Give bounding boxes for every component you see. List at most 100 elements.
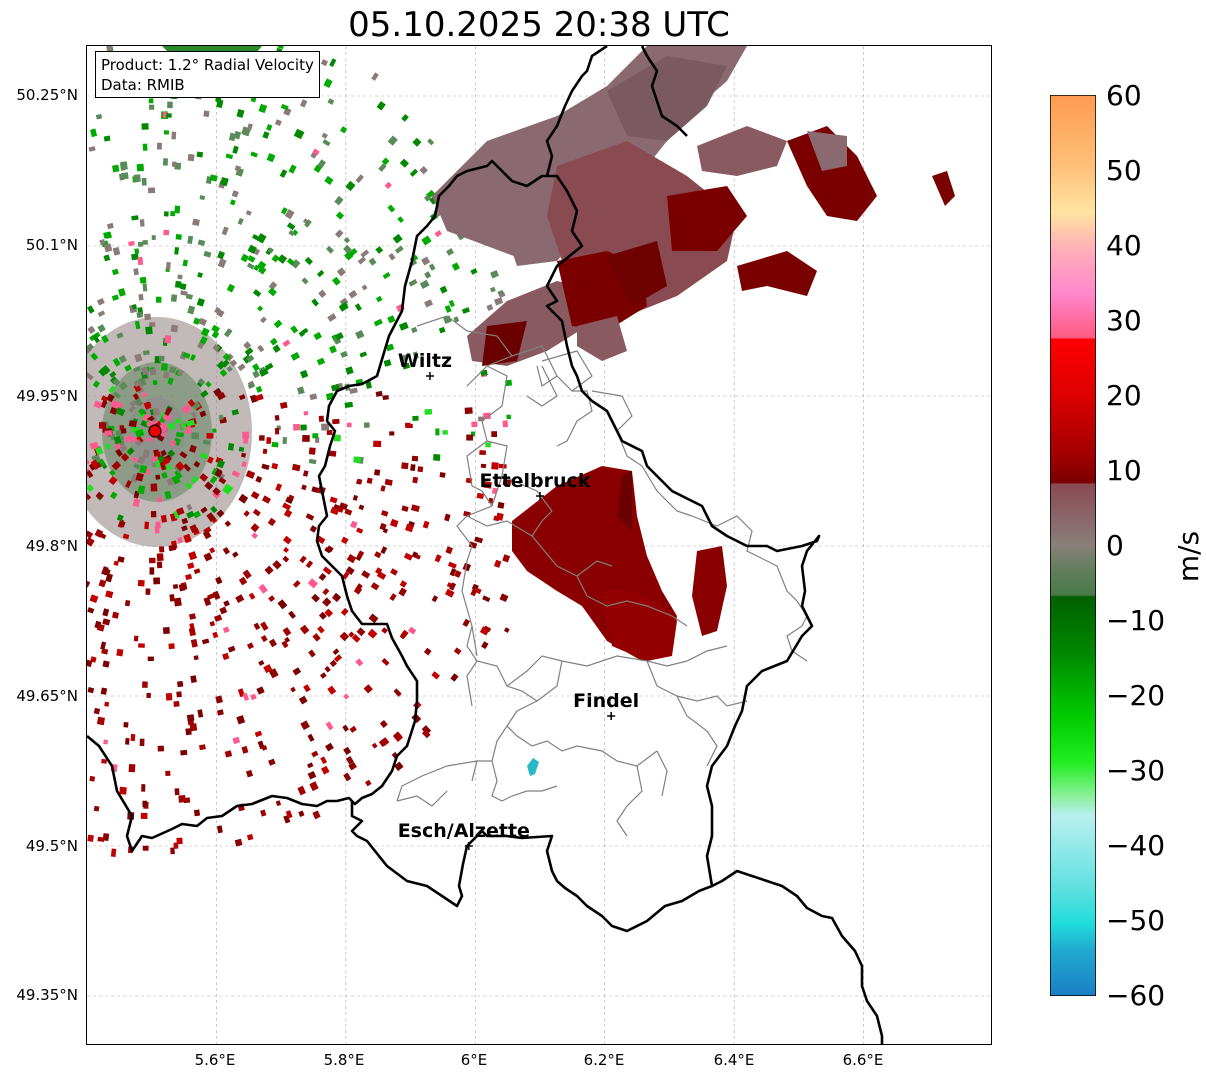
echo-pixel [102,618,111,626]
echo-pixel [213,614,223,622]
echo-pixel [179,451,188,459]
city-marker[interactable]: Ettelbruck [480,470,591,500]
echo-pixel [200,506,208,514]
lat-tick-label: 49.8°N [25,537,78,555]
echo-pixel [250,491,260,500]
echo-pixel [200,327,210,337]
echo-pixel [368,257,377,266]
lon-tick-label: 6°E [460,1051,488,1069]
echo-pixel [222,652,230,661]
echo-pixel [375,246,384,254]
echo-pixel [140,420,149,428]
city-marker[interactable]: Wiltz [398,350,452,380]
echo-pixel [87,459,90,466]
echo-pixel [256,260,267,271]
echo-pixel [133,635,139,642]
echo-pixel [410,464,416,472]
echo-pixel [119,444,128,453]
echo-pixel [324,608,334,618]
echo-pixel [427,138,435,146]
echo-pixel [419,279,430,289]
echo-pixel [462,562,472,572]
lon-tick-label: 5.8°E [323,1051,365,1069]
echo-pixel [340,536,349,545]
echo-pixel [175,234,182,240]
echo-pixel [132,393,140,400]
city-label: Esch/Alzette [398,820,530,842]
echo-pixel [470,268,478,275]
echo-pixel [345,366,354,375]
echo-pixel [142,449,150,459]
echo-pixel [243,128,251,137]
echo-pixel [193,809,201,817]
echo-pixel [342,724,349,732]
echo-pixel [320,59,329,67]
echo-pixel [445,546,453,555]
echo-pixel [227,443,235,451]
echo-pixel [197,239,206,246]
echo-pixel [384,181,392,190]
echo-pixel [312,633,321,642]
echo-pixel [245,210,252,216]
echo-pixel [392,233,403,244]
echo-pixel [343,693,350,700]
echo-pixel [381,627,388,634]
colorbar-tick-label: 40 [1106,229,1142,262]
echo-pixel [185,293,194,300]
echo-pixel [137,241,144,247]
echo-pixel [203,596,212,607]
radar-site-marker[interactable] [148,424,162,438]
echo-pixel [298,810,305,817]
echo-pixel [216,509,225,518]
echo-pixel [130,436,138,444]
radar-map[interactable]: Wiltz Ettelbruck Findel Esch/Alzette [86,45,992,1045]
echo-pixel [494,297,504,306]
echo-pixel [134,428,145,438]
echo-pixel [160,514,167,523]
echo-pixel [433,454,441,461]
echo-pixel [255,475,263,483]
echo-pixel [317,625,325,634]
echo-pixel [222,547,230,555]
map-canvas[interactable]: Wiltz Ettelbruck Findel Esch/Alzette [87,46,992,1045]
echo-pixel [183,797,191,804]
echo-pixel [176,507,185,516]
echo-pixel [401,114,409,122]
echo-pixel [128,405,136,413]
echo-pixel [105,573,113,583]
echo-pixel [186,714,195,722]
echo-pixel [268,638,277,648]
echo-pixel [284,209,295,220]
echo-pixel [385,343,395,352]
echo-pixel [180,290,188,296]
echo-pixel [277,46,285,50]
city-marker[interactable]: Findel [573,690,639,720]
echo-pixel [241,452,247,458]
echo-pixel [164,464,172,472]
echo-pixel [188,627,196,637]
city-marker[interactable]: Esch/Alzette [398,820,530,850]
echo-pixel [453,647,462,655]
echo-pixel [356,479,362,485]
echo-pixel [142,413,150,421]
lat-tick-label: 49.65°N [16,687,78,705]
echo-pixel [387,315,396,324]
echo-pixel [411,551,419,558]
echo-pixel [405,523,414,533]
echo-pixel [87,493,92,501]
echo-pixel [87,607,95,614]
echo-pixel [332,648,340,655]
echo-pixel [502,478,512,486]
echo-pixel [110,848,117,857]
echo-pixel [282,535,292,545]
echo-pixel [164,335,172,344]
echo-pixel [109,371,117,378]
echo-pixel [393,731,403,741]
echo-pixel [359,351,368,358]
echo-pixel [262,448,268,455]
echo-pixel [151,235,156,240]
echo-pixel [417,466,424,473]
echo-pixel [198,317,208,326]
echo-pixel [156,296,162,303]
echo-pixel [491,462,499,470]
